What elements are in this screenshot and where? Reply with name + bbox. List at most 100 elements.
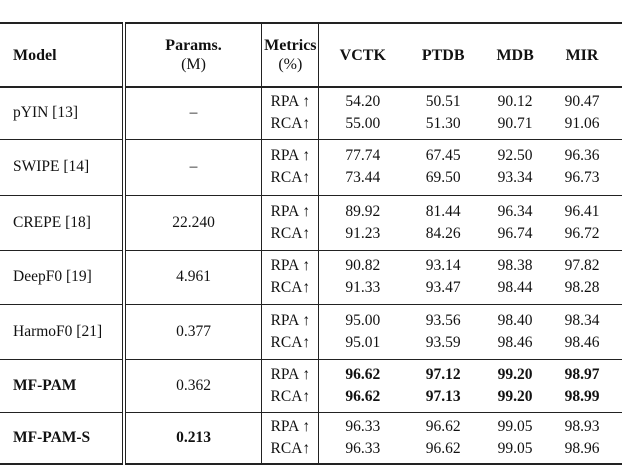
metric-label: RPA ↑ <box>270 202 311 220</box>
value: 54.20 <box>345 93 381 111</box>
value: 97.82 <box>564 257 600 274</box>
value-cell: 96.34 96.74 <box>480 195 550 250</box>
value: 77.74 <box>345 147 381 164</box>
value-cell: 54.20 55.00 <box>319 87 406 139</box>
params-value: 22.240 <box>123 195 263 250</box>
table-row: CREPE [18] 22.240 RPA ↑ RCA↑ 89.92 91.23 81.44… <box>0 195 622 250</box>
value: 96.41 <box>564 202 600 220</box>
value: 93.59 <box>425 333 461 351</box>
params-value: – <box>123 87 263 139</box>
metric-label: RPA ↑ <box>270 365 311 383</box>
value: 96.33 <box>345 439 381 457</box>
header-vctk: VCTK <box>339 46 386 64</box>
value-cell: 98.34 98.46 <box>550 304 622 359</box>
value: 99.05 <box>497 439 533 457</box>
metric-labels: RPA ↑ RCA↑ <box>261 195 320 250</box>
value-cell: 97.82 98.28 <box>550 250 622 304</box>
value: 96.62 <box>425 417 461 435</box>
header-metrics: Metrics (%) <box>261 23 320 87</box>
value: 90.82 <box>345 257 381 274</box>
value: 96.62 <box>345 387 381 405</box>
header-row: Model Params. (M) Metrics (%) VCTK PTDB MD… <box>0 23 622 87</box>
value-cell: 90.47 91.06 <box>550 87 622 139</box>
value: 98.40 <box>497 311 533 329</box>
model-name: CREPE [18] <box>0 195 126 250</box>
params-value: 0.377 <box>123 304 263 359</box>
value-cell: 97.12 97.13 <box>406 359 480 412</box>
table-row: pYIN [13] – RPA ↑ RCA↑ 54.20 55.00 50.51 51.30 9… <box>0 87 622 139</box>
value: 91.06 <box>564 115 600 133</box>
value-cell: 93.14 93.47 <box>406 250 480 304</box>
value: 97.13 <box>425 387 461 405</box>
value: 96.34 <box>497 202 533 220</box>
value-cell: 67.45 69.50 <box>406 139 480 195</box>
value-cell: 96.33 96.33 <box>319 412 406 464</box>
metric-labels: RPA ↑ RCA↑ <box>261 250 320 304</box>
value: 99.20 <box>497 387 533 405</box>
value: 92.50 <box>497 147 533 164</box>
value: 50.51 <box>425 93 461 111</box>
value-cell: 96.62 96.62 <box>406 412 480 464</box>
header-params-line1: Params. <box>165 37 222 54</box>
metric-label: RPA ↑ <box>270 311 311 329</box>
value: 95.01 <box>345 333 381 351</box>
value-cell: 98.38 98.44 <box>480 250 550 304</box>
metric-label: RCA↑ <box>270 387 311 405</box>
value: 98.96 <box>564 439 600 457</box>
metric-label: RPA ↑ <box>270 417 311 435</box>
value: 84.26 <box>425 224 461 242</box>
value: 99.05 <box>497 417 533 435</box>
model-name: HarmoF0 [21] <box>0 304 126 359</box>
value-cell: 95.00 95.01 <box>319 304 406 359</box>
table-row: MF-PAM-S 0.213 RPA ↑ RCA↑ 96.33 96.33 96.62 96.… <box>0 412 622 464</box>
value: 98.44 <box>497 279 533 296</box>
value: 69.50 <box>425 169 461 186</box>
value: 67.45 <box>425 147 461 164</box>
metric-labels: RPA ↑ RCA↑ <box>261 412 320 464</box>
table-row: SWIPE [14] – RPA ↑ RCA↑ 77.74 73.44 67.45 69.50… <box>0 139 622 195</box>
value: 98.38 <box>497 257 533 274</box>
table-row: DeepF0 [19] 4.961 RPA ↑ RCA↑ 90.82 91.33 93.14… <box>0 250 622 304</box>
value-cell: 96.62 96.62 <box>319 359 406 412</box>
metric-label: RCA↑ <box>270 439 311 457</box>
header-params: Params. (M) <box>123 23 263 87</box>
value: 51.30 <box>425 115 461 133</box>
header-model: Model <box>0 23 126 87</box>
metric-label: RCA↑ <box>270 169 311 186</box>
value: 93.34 <box>497 169 533 186</box>
model-name: DeepF0 [19] <box>0 250 126 304</box>
value-cell: 98.93 98.96 <box>550 412 622 464</box>
metric-label: RPA ↑ <box>270 93 311 111</box>
value: 91.33 <box>345 279 381 296</box>
value-cell: 96.36 96.73 <box>550 139 622 195</box>
value: 90.71 <box>497 115 533 133</box>
results-table: Model Params. (M) Metrics (%) VCTK PTDB MD… <box>0 22 622 465</box>
metric-label: RPA ↑ <box>270 147 311 164</box>
value-cell: 93.56 93.59 <box>406 304 480 359</box>
value: 96.74 <box>497 224 533 242</box>
value: 81.44 <box>425 202 461 220</box>
model-name: SWIPE [14] <box>0 139 126 195</box>
value: 98.46 <box>497 333 533 351</box>
metric-labels: RPA ↑ RCA↑ <box>261 304 320 359</box>
table-row: HarmoF0 [21] 0.377 RPA ↑ RCA↑ 95.00 95.01 93.5… <box>0 304 622 359</box>
params-value: 4.961 <box>123 250 263 304</box>
value: 99.20 <box>497 365 533 383</box>
header-params-line2: (M) <box>181 56 206 73</box>
value: 55.00 <box>345 115 381 133</box>
value-cell: 99.05 99.05 <box>480 412 550 464</box>
value: 96.72 <box>564 224 600 242</box>
value: 96.62 <box>345 365 381 383</box>
header-mir: MIR <box>565 46 599 64</box>
header-metrics-line1: Metrics <box>264 37 317 54</box>
metric-label: RCA↑ <box>270 224 311 242</box>
value: 96.33 <box>345 417 381 435</box>
value: 93.56 <box>425 311 461 329</box>
value-cell: 77.74 73.44 <box>319 139 406 195</box>
value-cell: 90.82 91.33 <box>319 250 406 304</box>
model-name: MF-PAM <box>0 359 126 412</box>
metric-label: RCA↑ <box>270 115 311 133</box>
value: 98.99 <box>564 387 600 405</box>
value: 96.62 <box>425 439 461 457</box>
value: 97.12 <box>425 365 461 383</box>
